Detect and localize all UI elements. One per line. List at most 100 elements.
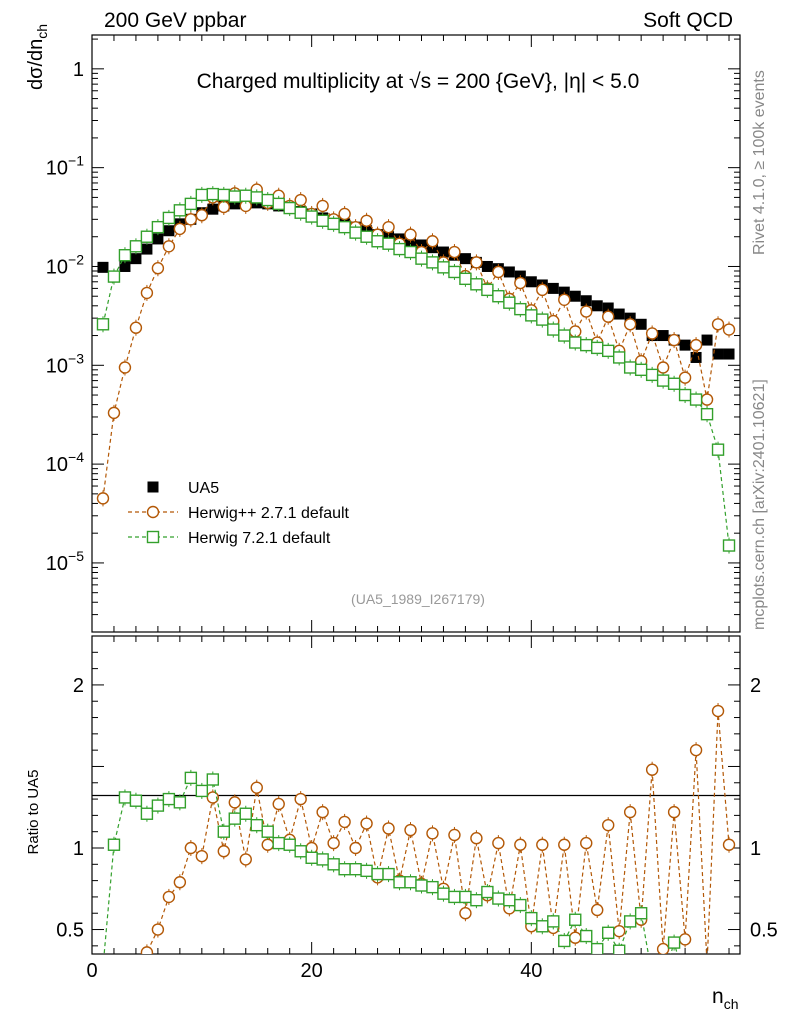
herwigpp-point: [217, 200, 230, 214]
herwig7-point: [239, 189, 252, 202]
herwigpp-ratio-point: [645, 763, 659, 776]
herwig7-point: [612, 351, 626, 364]
main-y-tick-label: 10−1: [46, 153, 84, 180]
herwig7-ratio-point: [107, 838, 121, 851]
herwig7-point: [96, 318, 110, 331]
herwigpp-ratio-point: [119, 991, 130, 1002]
herwig7-ratio-point: [151, 799, 165, 812]
herwigpp-ratio-point: [239, 853, 252, 866]
herwig7-ratio-point: [162, 792, 176, 806]
x-axis-label: nch: [712, 985, 738, 1012]
herwig7-point: [415, 252, 428, 265]
herwigpp-ratio-point: [448, 828, 461, 842]
herwig7-ratio-point: [349, 863, 362, 876]
herwig7-ratio-point: [360, 864, 373, 878]
ua5-point: [580, 295, 592, 307]
herwig7-ratio-point: [371, 867, 384, 881]
legend: UA5 Herwig++ 2.7.1 default Herwig 7.2.1 de…: [128, 480, 350, 547]
herwigpp-ratio-point: [591, 903, 604, 917]
ratio-series-clipped: [103, 703, 736, 1002]
herwig7-point: [689, 393, 703, 406]
herwigpp-ratio-point: [558, 838, 571, 851]
main-y-tick-label: 10−3: [46, 350, 84, 377]
herwig7-ratio-point: [470, 893, 483, 907]
herwig7-point: [140, 230, 154, 243]
herwig7-ratio-point: [217, 825, 230, 838]
ua5-point: [712, 348, 724, 360]
plot-title-sqrt: √s: [409, 70, 431, 93]
main-plot-series: [96, 181, 736, 554]
herwig7-point: [503, 296, 516, 309]
herwig7-ratio-point: [702, 973, 713, 984]
ratio-y-axis-label: Ratio to UA5: [25, 769, 42, 854]
ua5-point: [481, 260, 493, 272]
herwig7-ratio-point: [184, 771, 198, 785]
herwig7-point: [228, 190, 241, 203]
herwigpp-ratio-point: [162, 890, 176, 904]
x-axis-label-sub: ch: [724, 996, 739, 1012]
herwigpp-ratio-point: [261, 838, 274, 851]
ua5-point: [701, 334, 713, 346]
ua5-point: [207, 203, 219, 215]
header-category-label: Soft QCD: [643, 9, 733, 32]
herwigpp-point: [184, 213, 198, 226]
herwig7-point: [129, 240, 143, 253]
main-x-axis-ticks: [91, 35, 730, 632]
legend-label: Herwig++ 2.7.1 default: [188, 505, 350, 522]
herwigpp-point: [107, 406, 121, 420]
herwig7-point: [382, 237, 395, 250]
header-energy-label: 200 GeV ppbar: [104, 9, 246, 32]
herwig7-ratio-point: [658, 975, 669, 986]
herwig7-ratio-point: [514, 898, 527, 912]
herwig7-point: [700, 407, 714, 421]
herwigpp-ratio-point: [536, 838, 549, 851]
herwig7-ratio-point: [634, 907, 648, 920]
x-axis-tick-labels: 0 20 40: [86, 960, 542, 982]
ua5-point: [591, 300, 603, 312]
herwig7-ratio-point: [327, 858, 340, 871]
x-tick-label: 0: [86, 960, 97, 982]
herwigpp-ratio-point: [173, 876, 187, 889]
herwigpp-ratio-point: [689, 743, 703, 757]
ua5-point: [459, 253, 471, 265]
main-y-axis-label: dσ/dnch: [25, 24, 50, 90]
herwigpp-point: [140, 286, 154, 300]
herwig7-ratio-point: [382, 867, 395, 881]
herwigpp-point: [118, 361, 132, 374]
herwigpp-ratio-point: [217, 845, 230, 858]
herwigpp-ratio-point: [459, 907, 472, 920]
rivet-version-label: Rivet 4.1.0, ≥ 100k events: [751, 70, 768, 255]
herwigpp-ratio-point: [514, 838, 527, 851]
herwig7-point: [305, 210, 318, 223]
ua5-point: [152, 233, 164, 245]
herwig7-point: [250, 191, 263, 204]
herwig7-ratio-point: [239, 807, 252, 820]
herwig7-ratio-point: [393, 876, 406, 889]
herwigpp-point: [151, 262, 165, 275]
herwigpp-ratio-point: [656, 942, 670, 954]
herwigpp-ratio-point: [184, 841, 198, 855]
herwig7-ratio-point: [547, 915, 560, 928]
ua5-point: [141, 243, 153, 255]
ua5-point: [525, 276, 537, 288]
herwig7-point: [404, 245, 417, 259]
herwigpp-point: [448, 245, 461, 259]
herwigpp-point: [129, 321, 143, 334]
herwig7-ratio-point: [426, 880, 439, 894]
herwig7-point: [393, 242, 406, 256]
x-tick-label: 20: [301, 960, 323, 982]
herwig7-point: [558, 329, 571, 342]
herwig7-ratio-point: [305, 851, 318, 864]
herwigpp-point: [162, 240, 176, 253]
herwigpp-point: [382, 220, 395, 234]
herwig7-point: [206, 187, 220, 201]
herwigpp-ratio-point: [130, 973, 141, 984]
herwigpp-point: [623, 318, 637, 331]
herwig7-ratio-point: [569, 913, 582, 926]
ua5-point: [569, 290, 581, 302]
ua5-point: [613, 308, 625, 320]
herwigpp-point: [338, 207, 351, 221]
herwig7-ratio-point: [283, 838, 296, 851]
herwig7-point: [272, 197, 285, 211]
herwig7-point: [426, 256, 439, 269]
